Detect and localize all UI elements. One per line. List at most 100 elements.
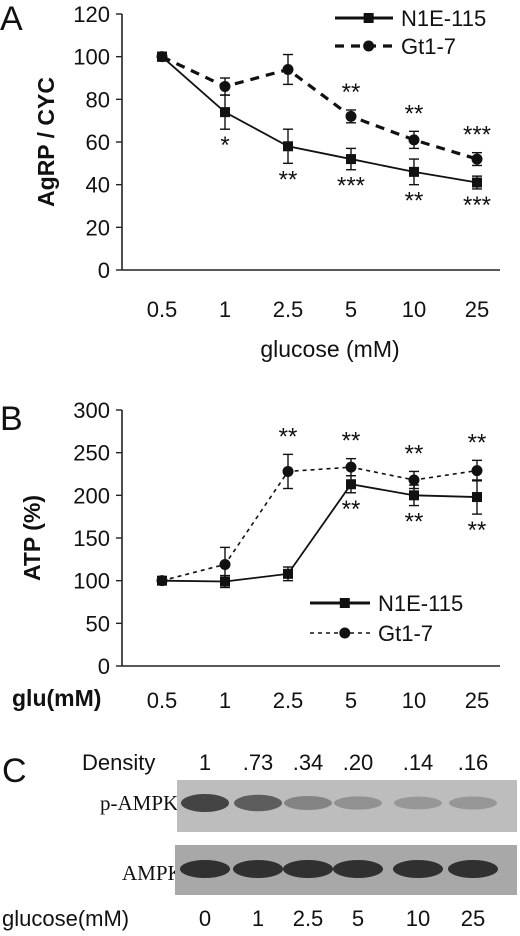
x-tick-label: 2.5 bbox=[273, 688, 304, 713]
significance-label: ** bbox=[405, 100, 424, 127]
x-tick-label: 5 bbox=[345, 688, 357, 713]
data-point bbox=[472, 492, 482, 503]
data-point bbox=[345, 461, 357, 473]
density-value: .14 bbox=[403, 750, 434, 775]
density-value: .20 bbox=[343, 750, 374, 775]
x-tick-label: 25 bbox=[465, 688, 489, 713]
data-point bbox=[283, 141, 293, 152]
x-tick-label: 2.5 bbox=[273, 297, 304, 322]
y-tick-label: 0 bbox=[98, 258, 110, 283]
p-ampk-label: p-AMPK bbox=[100, 791, 178, 815]
lane-labels: 0 1 2.5 5 10 25 bbox=[199, 906, 485, 931]
lane-label: 25 bbox=[461, 906, 485, 931]
data-point bbox=[471, 465, 483, 477]
density-label: Density bbox=[82, 750, 155, 775]
series-line bbox=[161, 466, 478, 582]
ampk-band bbox=[233, 860, 283, 878]
x-tick-label: 25 bbox=[465, 297, 489, 322]
lane-label: 10 bbox=[406, 906, 430, 931]
lane-label: 1 bbox=[252, 906, 264, 931]
y-axis-label: AgRP / CYC bbox=[33, 77, 59, 207]
significance-label: *** bbox=[463, 122, 491, 149]
lane-label: 2.5 bbox=[293, 906, 324, 931]
y-tick-label: 20 bbox=[86, 215, 110, 240]
y-axis-label: ATP (%) bbox=[19, 495, 45, 581]
data-point bbox=[408, 474, 420, 486]
data-point bbox=[219, 558, 231, 570]
data-point bbox=[409, 166, 419, 177]
p-ampk-membrane bbox=[177, 780, 517, 832]
series-line bbox=[161, 55, 478, 161]
significance-label: *** bbox=[463, 192, 491, 219]
x-tick-label: 10 bbox=[402, 297, 426, 322]
density-row: 1 .73 .34 .20 .14 .16 bbox=[199, 750, 488, 775]
density-value: 1 bbox=[199, 750, 211, 775]
y-tick-label: 0 bbox=[98, 654, 110, 679]
panel-label-a: A bbox=[0, 0, 23, 38]
data-point bbox=[472, 177, 482, 188]
x-axis-label: glu(mM) bbox=[12, 685, 101, 711]
data-point bbox=[156, 51, 168, 63]
x-tick-label: 1 bbox=[219, 297, 231, 322]
significance-label: ** bbox=[279, 166, 298, 193]
data-point bbox=[283, 568, 293, 579]
x-tick-label: 0.5 bbox=[147, 297, 178, 322]
significance-label: ** bbox=[405, 188, 424, 215]
density-value: .16 bbox=[458, 750, 489, 775]
data-point bbox=[282, 465, 294, 477]
western-blot: Density 1 .73 .34 .20 .14 .16 p-AMPK AMPK glu… bbox=[2, 750, 517, 931]
x-tick-label: 1 bbox=[219, 688, 231, 713]
x-tick-label: 5 bbox=[345, 297, 357, 322]
p-ampk-band bbox=[394, 796, 442, 810]
p-ampk-band bbox=[284, 795, 332, 811]
lane-label: 5 bbox=[352, 906, 364, 931]
ampk-band bbox=[283, 860, 333, 878]
data-point bbox=[282, 63, 294, 75]
data-point bbox=[345, 110, 357, 122]
y-tick-label: 80 bbox=[86, 87, 110, 112]
p-ampk-band bbox=[334, 796, 382, 810]
x-tick-label: 0.5 bbox=[147, 688, 178, 713]
ampk-band bbox=[393, 860, 443, 878]
y-tick-label: 250 bbox=[73, 441, 110, 466]
ampk-label: AMPK bbox=[122, 861, 183, 885]
y-tick-label: 100 bbox=[73, 569, 110, 594]
ampk-bands bbox=[180, 860, 498, 878]
series-line bbox=[161, 55, 478, 184]
legend-label: N1E-115 bbox=[378, 591, 463, 616]
legend-marker bbox=[363, 40, 375, 52]
legend-label: N1E-115 bbox=[401, 6, 486, 31]
legend-label: Gt1-7 bbox=[378, 621, 433, 646]
y-tick-label: 150 bbox=[73, 526, 110, 551]
p-ampk-band bbox=[449, 796, 497, 810]
significance-label: ** bbox=[342, 79, 361, 106]
y-tick-label: 60 bbox=[86, 130, 110, 155]
y-tick-label: 100 bbox=[73, 45, 110, 70]
p-ampk-bands bbox=[181, 794, 497, 812]
data-point bbox=[471, 153, 483, 165]
legend-label: Gt1-7 bbox=[401, 34, 456, 59]
data-point bbox=[346, 479, 356, 490]
significance-label: ** bbox=[405, 440, 424, 467]
ampk-band bbox=[333, 860, 383, 878]
lane-label: 0 bbox=[199, 906, 211, 931]
significance-label: ** bbox=[342, 428, 361, 455]
ampk-band bbox=[448, 860, 498, 878]
legend-marker bbox=[363, 13, 374, 23]
series-line bbox=[161, 483, 478, 583]
density-value: .34 bbox=[293, 750, 324, 775]
significance-label: *** bbox=[337, 173, 365, 200]
significance-label: ** bbox=[468, 517, 487, 544]
density-value: .73 bbox=[243, 750, 274, 775]
chart-b: 0 50 100 150 200 250 300 0.5 1 2.5 5 10 25 ATP (%) glu… bbox=[12, 398, 500, 713]
data-point bbox=[409, 490, 419, 501]
data-point bbox=[220, 107, 230, 118]
y-tick-label: 50 bbox=[86, 611, 110, 636]
y-tick-label: 200 bbox=[73, 483, 110, 508]
p-ampk-band bbox=[234, 794, 282, 812]
legend-marker bbox=[339, 598, 350, 608]
significance-label: * bbox=[220, 132, 229, 159]
data-point bbox=[346, 154, 356, 165]
x-axis-label: glucose (mM) bbox=[260, 336, 399, 362]
significance-label: ** bbox=[468, 429, 487, 456]
